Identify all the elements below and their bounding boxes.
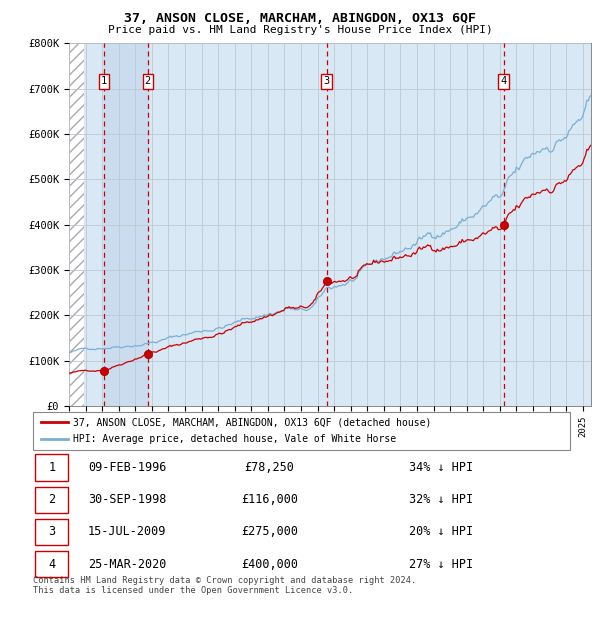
Text: HPI: Average price, detached house, Vale of White Horse: HPI: Average price, detached house, Vale… <box>73 435 397 445</box>
Text: 2: 2 <box>145 76 151 86</box>
Bar <box>104 43 148 406</box>
Text: 1: 1 <box>48 461 55 474</box>
Text: 30-SEP-1998: 30-SEP-1998 <box>88 494 166 506</box>
Text: 4: 4 <box>500 76 507 86</box>
Text: 3: 3 <box>48 526 55 538</box>
Bar <box>35 454 68 480</box>
Bar <box>35 487 68 513</box>
Text: 09-FEB-1996: 09-FEB-1996 <box>88 461 166 474</box>
Bar <box>69 43 84 406</box>
Text: £116,000: £116,000 <box>241 494 298 506</box>
Bar <box>35 519 68 545</box>
Text: 4: 4 <box>48 558 55 570</box>
Text: £78,250: £78,250 <box>244 461 294 474</box>
Text: 1: 1 <box>101 76 107 86</box>
Text: 2: 2 <box>48 494 55 506</box>
Text: 3: 3 <box>323 76 329 86</box>
Text: 37, ANSON CLOSE, MARCHAM, ABINGDON, OX13 6QF (detached house): 37, ANSON CLOSE, MARCHAM, ABINGDON, OX13… <box>73 417 431 427</box>
Text: £400,000: £400,000 <box>241 558 298 570</box>
Text: 37, ANSON CLOSE, MARCHAM, ABINGDON, OX13 6QF: 37, ANSON CLOSE, MARCHAM, ABINGDON, OX13… <box>124 12 476 25</box>
Text: 34% ↓ HPI: 34% ↓ HPI <box>409 461 473 474</box>
Text: Price paid vs. HM Land Registry's House Price Index (HPI): Price paid vs. HM Land Registry's House … <box>107 25 493 35</box>
Text: 20% ↓ HPI: 20% ↓ HPI <box>409 526 473 538</box>
Text: This data is licensed under the Open Government Licence v3.0.: This data is licensed under the Open Gov… <box>33 585 353 595</box>
Text: 25-MAR-2020: 25-MAR-2020 <box>88 558 166 570</box>
Text: 27% ↓ HPI: 27% ↓ HPI <box>409 558 473 570</box>
Text: 15-JUL-2009: 15-JUL-2009 <box>88 526 166 538</box>
Text: Contains HM Land Registry data © Crown copyright and database right 2024.: Contains HM Land Registry data © Crown c… <box>33 575 416 585</box>
Text: 32% ↓ HPI: 32% ↓ HPI <box>409 494 473 506</box>
Text: £275,000: £275,000 <box>241 526 298 538</box>
Bar <box>35 551 68 577</box>
